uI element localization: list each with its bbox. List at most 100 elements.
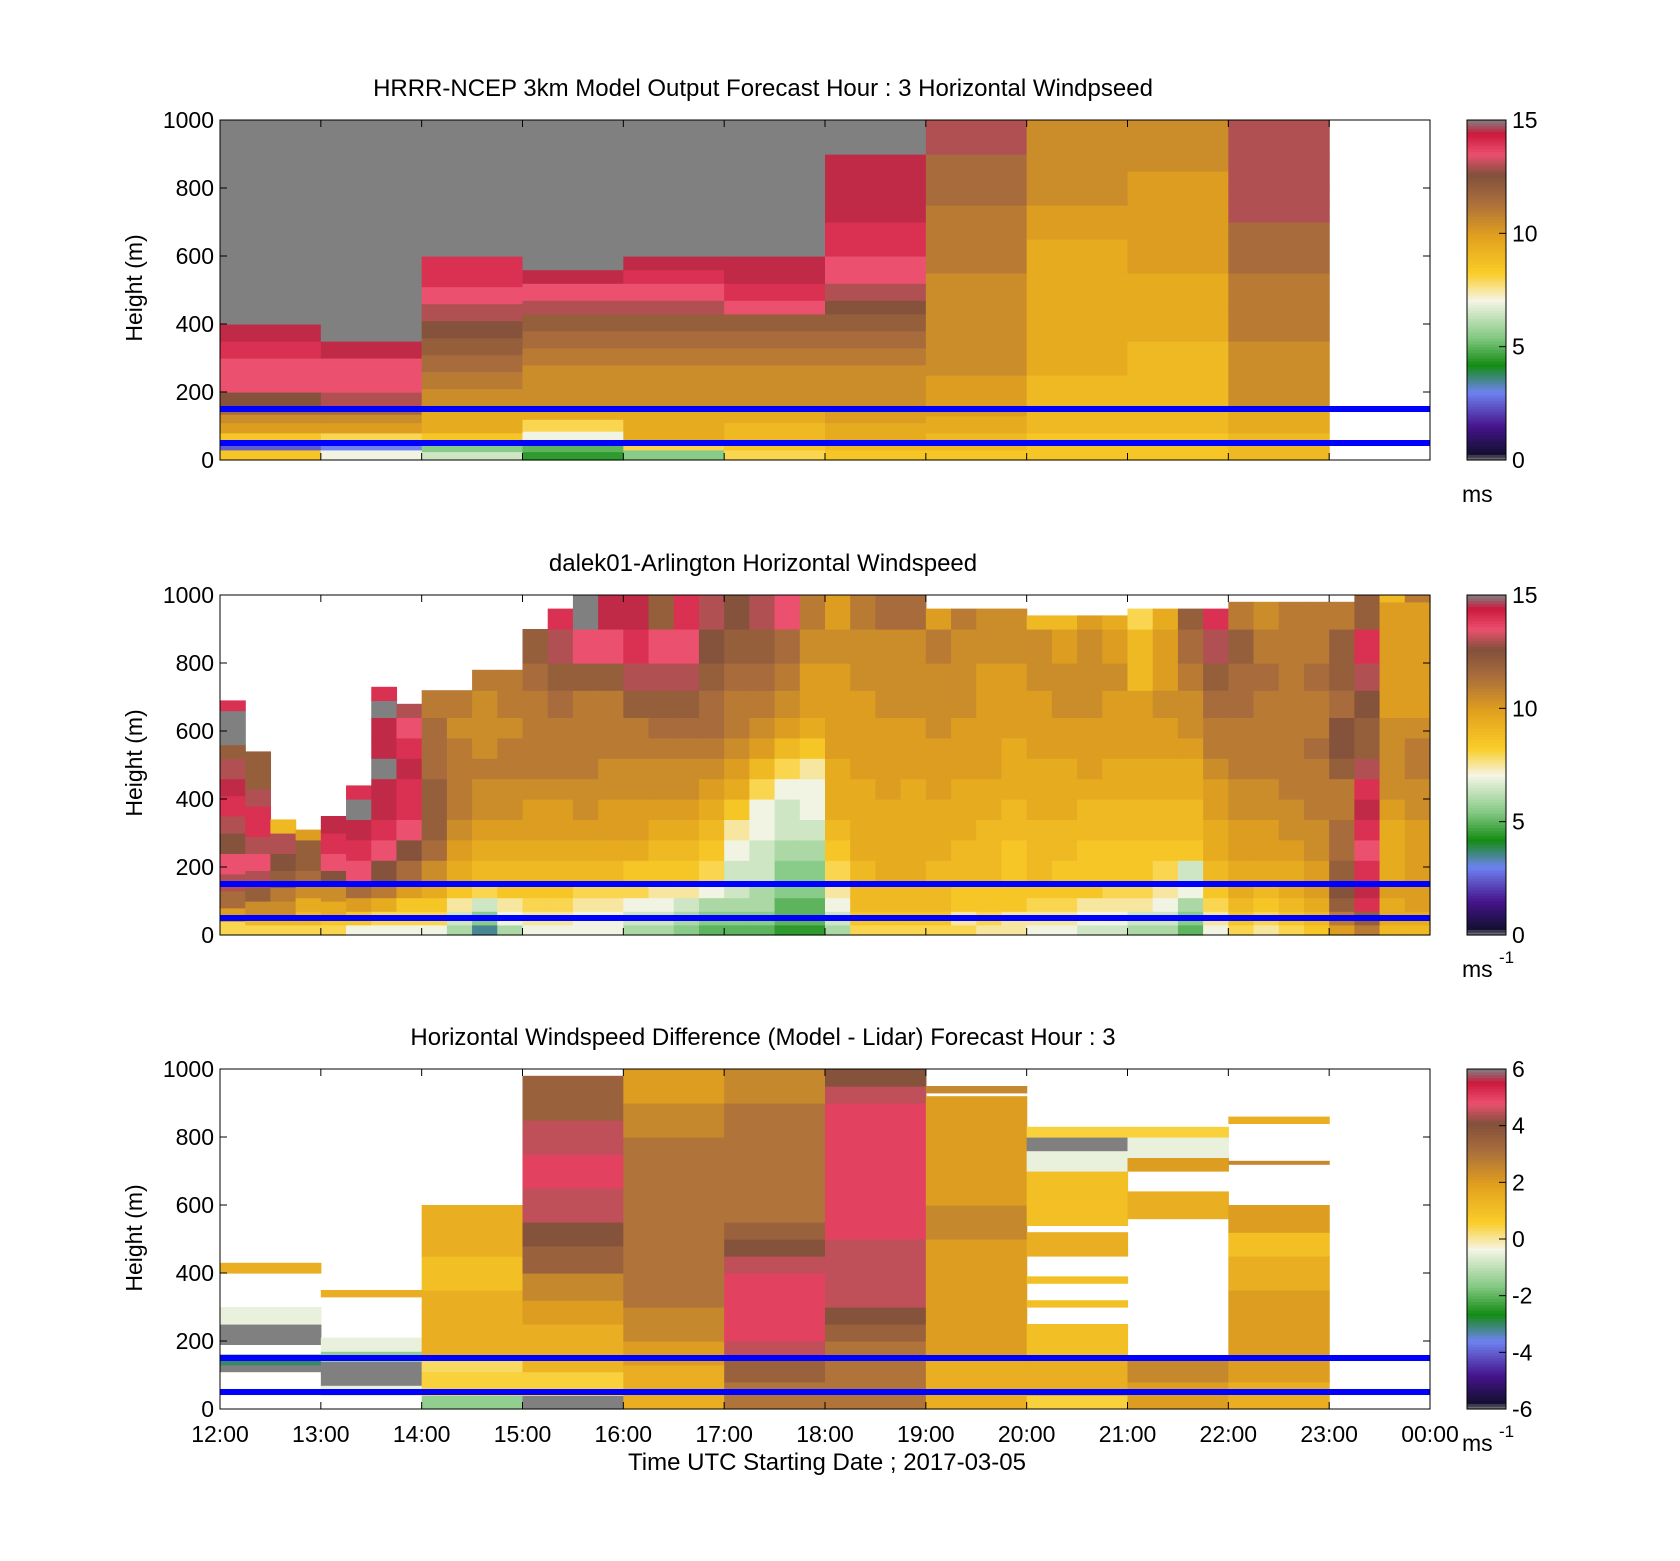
colorbar-swatch [1467,895,1506,899]
heatmap-cell [220,731,246,746]
heatmap-cell [220,758,246,780]
heatmap-cell [572,897,599,912]
heatmap-cell [522,1273,624,1301]
heatmap-cell [1026,778,1053,800]
heatmap-cell [1404,595,1431,603]
heatmap-cell [799,629,826,664]
heatmap-cell [1379,897,1406,912]
heatmap-cell [1177,737,1204,759]
heatmap-cell [1177,690,1204,718]
colorbar-swatch [1467,841,1506,845]
heatmap-cell [724,819,750,841]
heatmap-area [219,594,1431,936]
colorbar-swatch [1467,668,1506,673]
heatmap-cell [648,924,675,936]
heatmap-cell [623,1171,725,1206]
heatmap-cell [1404,737,1431,759]
heatmap-cell [522,419,624,432]
heatmap-cell [522,283,624,301]
colorbar-swatch [1467,1349,1506,1353]
heatmap-cell [774,897,801,912]
heatmap-cell [1127,839,1154,861]
colorbar-swatch [1467,173,1506,178]
colorbar-swatch [1467,850,1506,854]
colorbar-swatch [1467,855,1506,860]
heatmap-cell [1253,778,1280,800]
heatmap-cell [623,1273,725,1308]
colorbar-swatch [1467,182,1506,186]
heatmap-cell [572,860,599,882]
heatmap-cell [1127,1143,1229,1158]
y-tick-label: 1000 [163,1056,214,1082]
colorbar-swatch [1467,1165,1506,1169]
heatmap-cell [472,799,498,820]
colorbar-swatch [1467,685,1506,690]
heatmap-cell [1177,608,1204,630]
heatmap-cell [623,120,725,257]
heatmap-cell [421,415,524,434]
heatmap-cell [1379,799,1406,820]
heatmap-cell [598,819,624,841]
heatmap-cell [799,690,826,718]
heatmap-cell [724,300,826,315]
x-tick-label: 12:00 [191,1421,249,1447]
heatmap-cell [396,703,423,718]
heatmap-cell [1228,222,1330,240]
heatmap-cell [1354,819,1381,841]
heatmap-cell [825,690,851,718]
colorbar-swatch [1467,267,1506,271]
heatmap-cell [1001,799,1028,820]
heatmap-cell [1177,819,1204,841]
heatmap-cell [371,924,398,936]
heatmap-cell [850,629,877,664]
heatmap-cell [421,269,524,288]
heatmap-cell [1303,860,1330,882]
heatmap-cell [1026,690,1053,718]
heatmap-cell [976,737,1003,759]
heatmap-cell [825,799,851,820]
heatmap-cell [925,717,952,739]
heatmap-cell [1203,758,1229,780]
heatmap-cell [1177,897,1204,912]
colorbar-swatch [1467,1400,1506,1404]
colorbar-swatch [1467,122,1506,127]
colorbar-swatch [1467,230,1506,234]
heatmap-cell [875,897,902,912]
colorbar-swatch [1467,360,1506,365]
heatmap-cell [1102,629,1129,664]
colorbar-swatch [1467,349,1506,353]
colorbar-swatch [1467,654,1506,658]
heatmap-cell [1152,799,1179,820]
colorbar-swatch [1467,193,1506,198]
heatmap-cell [270,819,297,834]
colorbar-swatch [1467,864,1506,868]
colorbar-swatch [1467,224,1506,229]
heatmap-cell [825,1103,927,1138]
heatmap-cell [522,663,549,691]
heatmap-cell [1354,799,1381,820]
heatmap-cell [825,1137,927,1172]
colorbar-swatch [1467,264,1506,268]
heatmap-cell [1026,307,1129,342]
heatmap-cell [320,884,347,902]
heatmap-cell [421,337,524,356]
colorbar-swatch [1467,827,1506,831]
heatmap-cell [1177,663,1204,691]
heatmap-cell [522,451,624,461]
heatmap-cell [371,758,398,780]
colorbar-swatch [1467,765,1506,769]
heatmap-cell [497,737,524,759]
heatmap-cell [446,737,473,759]
colorbar-swatch [1467,736,1506,741]
heatmap-cell [1051,758,1078,780]
heatmap-cell [1228,690,1255,718]
colorbar-swatch [1467,315,1506,319]
colorbar-swatch [1467,1304,1506,1308]
heatmap-cell [295,924,322,936]
heatmap-cell [850,799,877,820]
heatmap-cell [623,1103,725,1138]
heatmap-cell [396,924,423,936]
colorbar-tick-label: -6 [1512,1396,1532,1422]
heatmap-cell [698,595,725,630]
colorbar-swatch [1467,451,1506,455]
